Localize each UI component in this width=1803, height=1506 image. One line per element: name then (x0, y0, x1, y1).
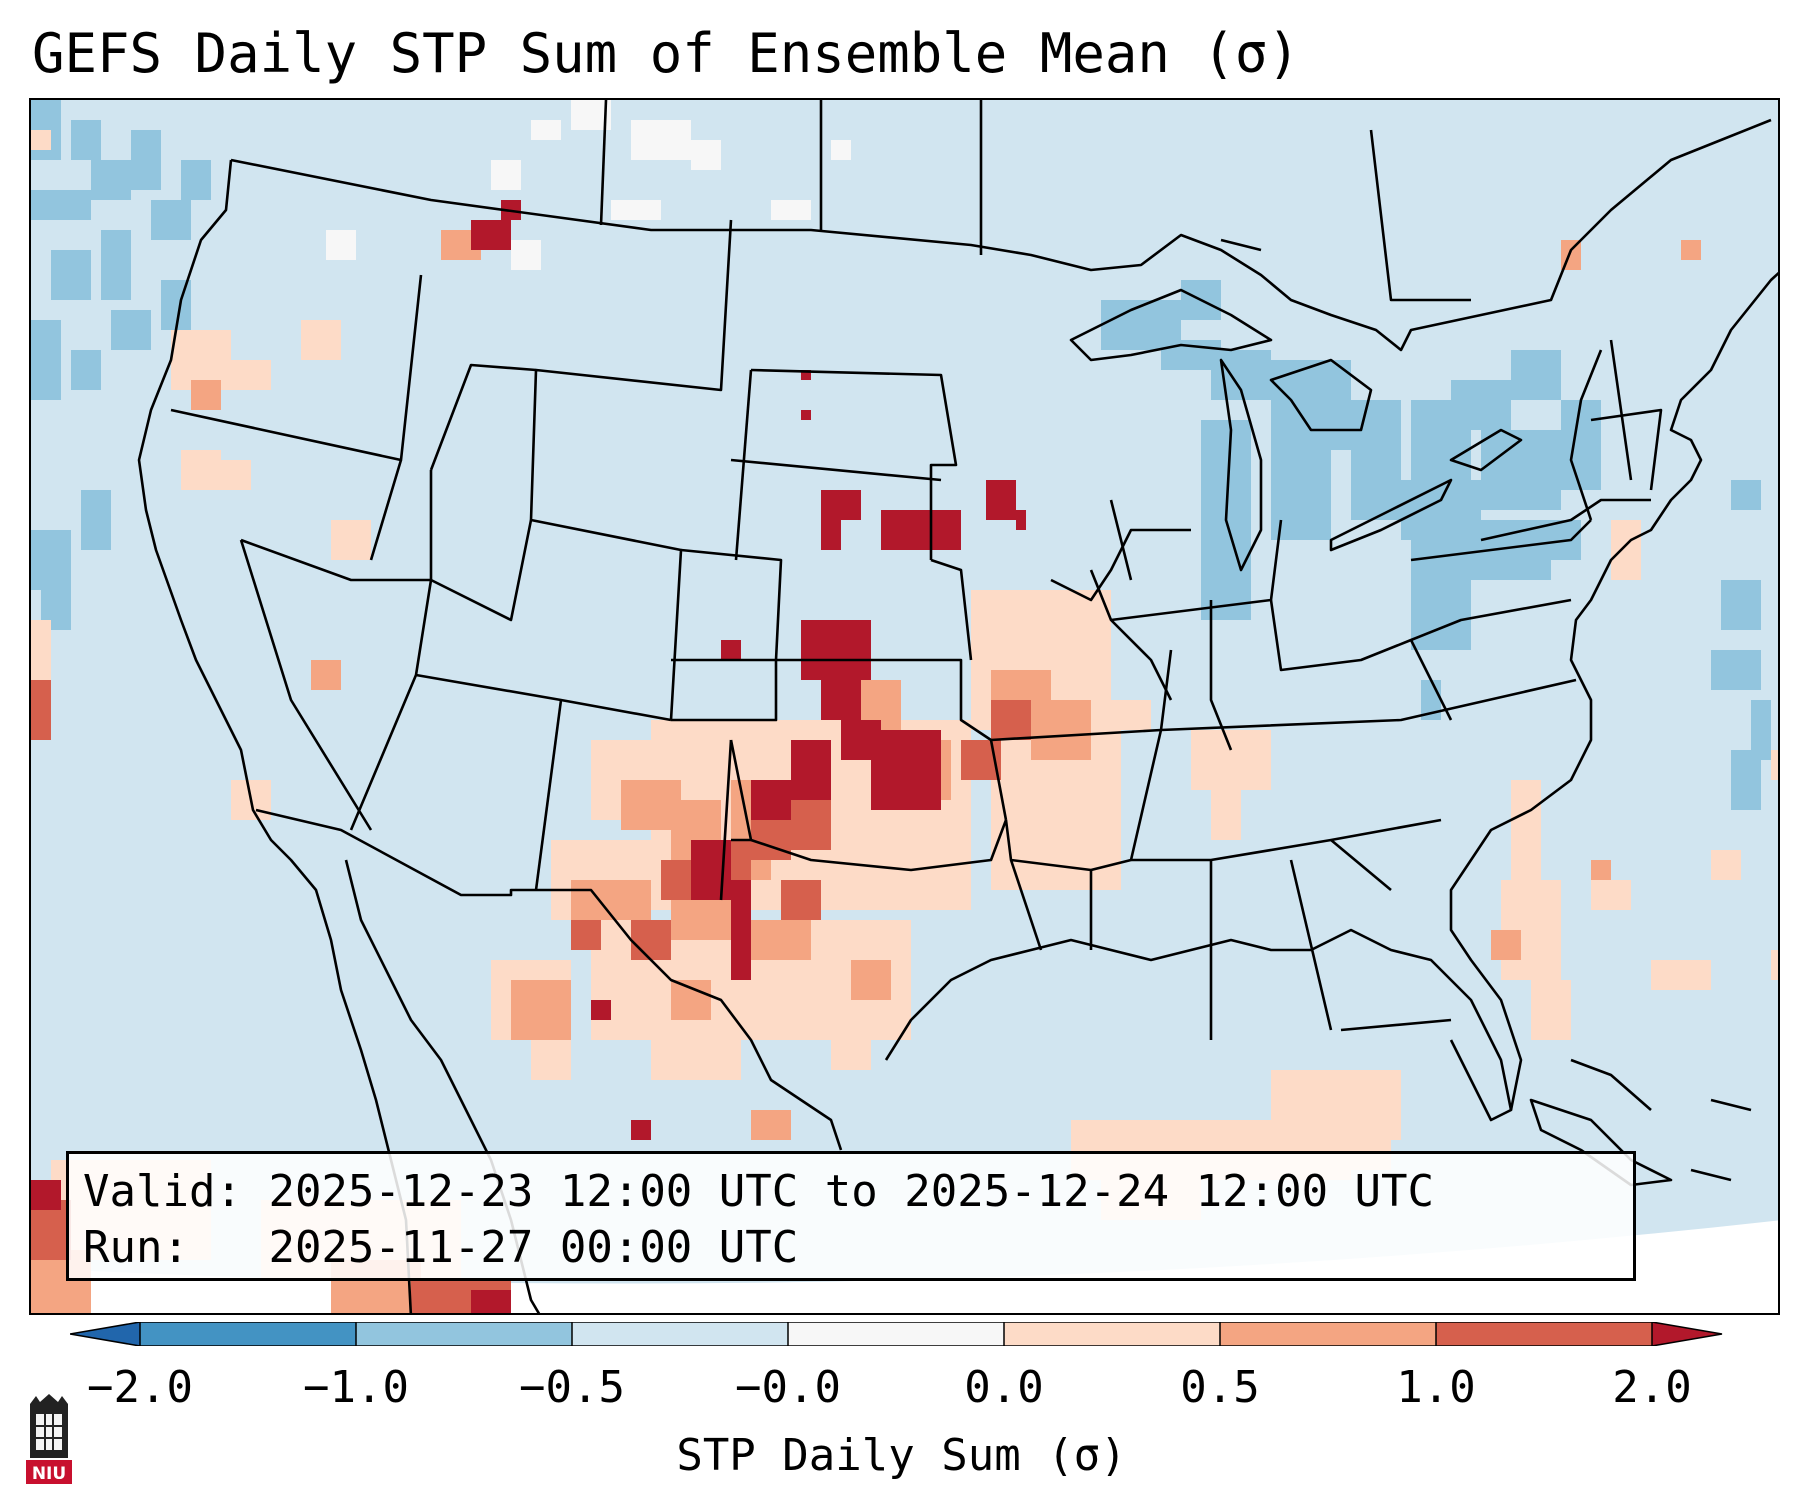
colorbar-tick-label: 0.0 (964, 1362, 1044, 1413)
niu-logo-icon: NIU (26, 1394, 72, 1484)
map-panel (29, 98, 1780, 1315)
positive-anomaly-extreme (31, 200, 1026, 1313)
colorbar-tick-label: −0.0 (735, 1362, 841, 1413)
colorbar-tick-label: −2.0 (87, 1362, 193, 1413)
map-title: GEFS Daily STP Sum of Ensemble Mean (σ) (32, 22, 1300, 85)
run-value: 2025-11-27 00:00 UTC (268, 1222, 799, 1273)
colorbar-bin (1220, 1322, 1437, 1346)
colorbar-label: STP Daily Sum (σ) (676, 1430, 1127, 1481)
us-boundaries (137, 100, 1778, 1313)
colorbar (70, 1322, 1723, 1346)
colorbar-bin (1436, 1322, 1653, 1346)
colorbar-bin (356, 1322, 573, 1346)
great-lakes-negative-anomaly (1101, 280, 1771, 810)
colorbar-bin (572, 1322, 789, 1346)
colorbar-tick-label: −1.0 (303, 1362, 409, 1413)
colorbar-bin (140, 1322, 357, 1346)
map-canvas (31, 100, 1778, 1313)
colorbar-extension-low (70, 1322, 140, 1346)
colorbar-outline (70, 1322, 1723, 1346)
colorbar-tick-label: 2.0 (1612, 1362, 1692, 1413)
valid-run-box: Valid: 2025-12-23 12:00 UTC to 2025-12-2… (66, 1151, 1636, 1281)
valid-time-line: Valid: 2025-12-23 12:00 UTC to 2025-12-2… (83, 1164, 1619, 1220)
valid-value: 2025-12-23 12:00 UTC to 2025-12-24 12:00… (268, 1166, 1435, 1217)
colorbar-bin (788, 1322, 1005, 1346)
run-label: Run: (83, 1222, 189, 1273)
map-background (31, 100, 1778, 1313)
colorbar-bin (1004, 1322, 1221, 1346)
logo-text: NIU (32, 1464, 66, 1484)
valid-label: Valid: (83, 1166, 242, 1217)
colorbar-tick-label: 0.5 (1180, 1362, 1260, 1413)
colorbar-tick-label: −0.5 (519, 1362, 625, 1413)
run-time-line: Run: 2025-11-27 00:00 UTC (83, 1220, 1619, 1276)
colorbar-extension-high (1652, 1322, 1722, 1346)
colorbar-tick-label: 1.0 (1396, 1362, 1476, 1413)
